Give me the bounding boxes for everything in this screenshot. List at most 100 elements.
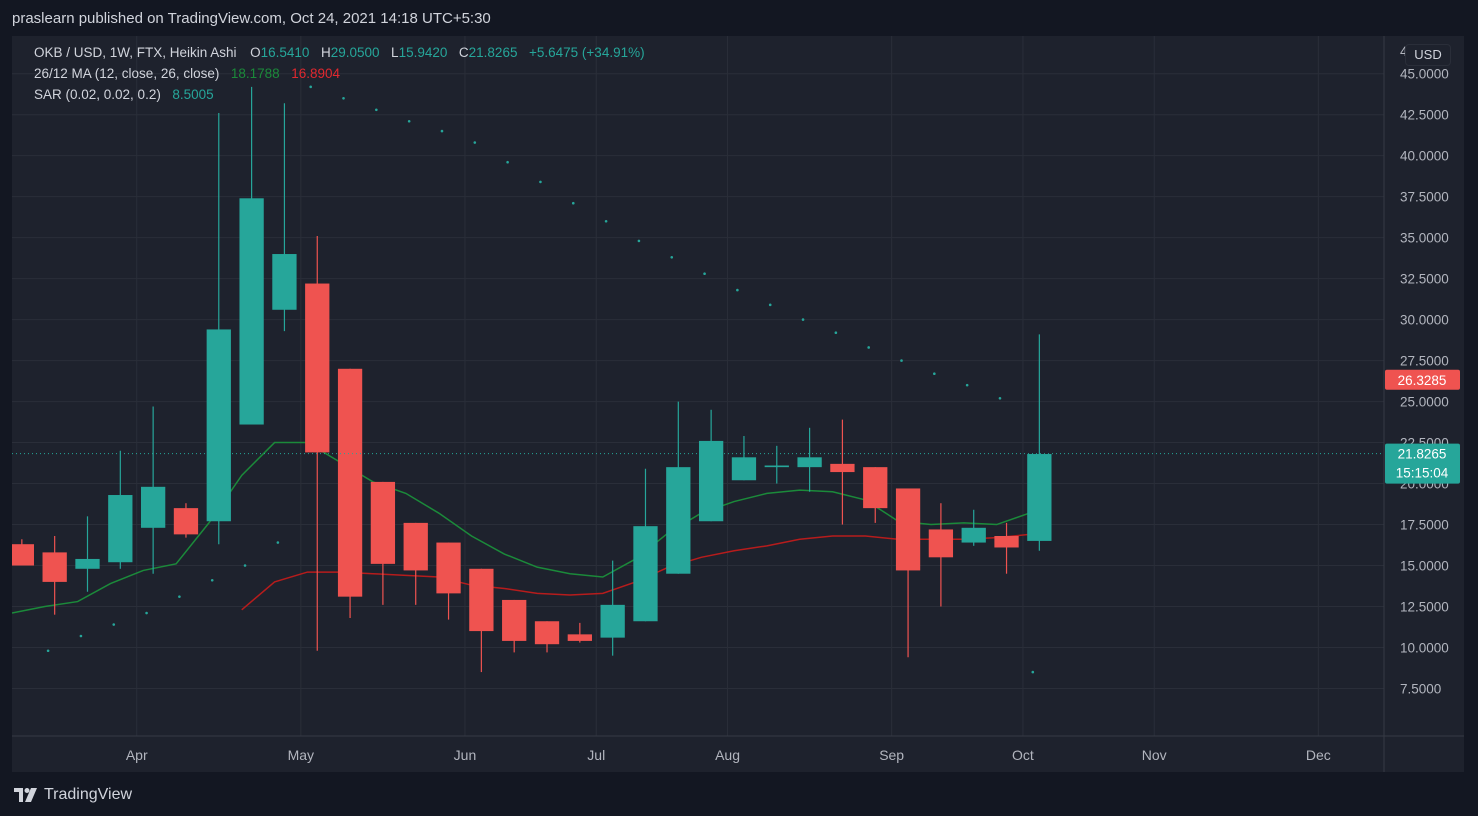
candle-body xyxy=(1027,454,1052,541)
sar-dot xyxy=(637,239,641,243)
sar-dot xyxy=(375,108,378,112)
y-tick-label-partial: 4 xyxy=(1400,44,1408,59)
legend-open-value: 16.5410 xyxy=(260,45,310,60)
x-tick-label: Jul xyxy=(587,747,605,763)
y-tick-label: 40.0000 xyxy=(1400,149,1449,164)
legend-open-label: O xyxy=(250,45,261,60)
legend-ma-row: 26/12 MA (12, close, 26, close) 18.1788 … xyxy=(34,66,340,81)
candle-body xyxy=(797,457,822,468)
sar-dot xyxy=(243,564,247,567)
sar-dot xyxy=(604,219,608,223)
sar-dot xyxy=(736,288,739,292)
publisher-text: praslearn published on TradingView.com, … xyxy=(12,10,491,27)
y-tick-label: 27.5000 xyxy=(1400,354,1449,369)
sar-dot xyxy=(571,201,575,205)
sar-price-tag xyxy=(1385,369,1460,390)
sar-dot xyxy=(276,541,280,544)
candle-body xyxy=(403,522,428,571)
current-price-tag-label: 21.8265 xyxy=(1398,447,1447,462)
x-tick-label: Apr xyxy=(126,747,148,763)
candle-body xyxy=(994,536,1019,548)
y-tick-label: 32.5000 xyxy=(1400,272,1449,287)
candle-body xyxy=(206,329,231,522)
candle-body xyxy=(731,457,757,481)
candle-body xyxy=(173,508,199,535)
sar-dot xyxy=(506,160,509,164)
candle-body xyxy=(337,368,363,597)
sar-dot xyxy=(703,272,706,276)
candle-body xyxy=(140,486,166,528)
candle-body xyxy=(666,467,691,574)
tradingview-logo[interactable]: TradingView xyxy=(14,786,132,804)
bottom-bar: TradingView xyxy=(0,772,1478,816)
price-chart[interactable]: 7.500010.000012.500015.000017.500020.000… xyxy=(12,36,1464,772)
candle-body xyxy=(764,465,789,468)
legend-sar-value: 8.5005 xyxy=(172,87,214,102)
sar-dot xyxy=(670,256,674,259)
candle-body xyxy=(469,568,494,632)
legend-close-value: 21.8265 xyxy=(468,45,518,60)
top-bar: praslearn published on TradingView.com, … xyxy=(0,0,1478,36)
sar-dot xyxy=(309,85,312,89)
candle-body xyxy=(42,552,67,582)
candle-body xyxy=(961,527,986,543)
x-tick-label: May xyxy=(288,747,314,763)
candle-body xyxy=(600,604,625,638)
sar-dot xyxy=(112,623,116,626)
candle-body xyxy=(928,529,954,558)
legend-ma-label[interactable]: 26/12 MA (12, close, 26, close) xyxy=(34,66,220,81)
sar-dot xyxy=(834,331,838,335)
legend-sar-row: SAR (0.02, 0.02, 0.2) 8.5005 xyxy=(34,87,214,102)
legend-ma-slow-value: 16.8904 xyxy=(291,66,341,81)
sar-dot xyxy=(998,396,1002,400)
candle-body xyxy=(272,254,297,310)
legend-symbol-row: OKB / USD, 1W, FTX, Heikin Ashi O16.5410… xyxy=(34,45,645,60)
candle-body xyxy=(895,488,921,571)
legend-symbol[interactable]: OKB / USD, 1W, FTX, Heikin Ashi xyxy=(34,45,237,60)
candle-body xyxy=(436,542,461,594)
sar-price-tag-label: 26.3285 xyxy=(1398,373,1447,388)
sar-dot xyxy=(933,372,936,376)
tradingview-logo-icon xyxy=(14,788,37,802)
sar-dot xyxy=(965,383,969,387)
legend-change: +5.6475 (+34.91%) xyxy=(529,45,645,60)
y-tick-label: 25.0000 xyxy=(1400,395,1449,410)
chart-area[interactable]: 7.5000 10.0000 12.5000 15.0000 17.5000 20.000… xyxy=(12,36,1464,772)
sar-dot xyxy=(768,303,772,307)
x-tick-label: Sep xyxy=(879,747,904,763)
x-tick-label: Nov xyxy=(1142,747,1167,763)
y-tick-label: 35.0000 xyxy=(1400,231,1449,246)
sar-dot xyxy=(79,634,83,638)
y-tick-label: 12.5000 xyxy=(1400,599,1449,614)
y-tick-label: 42.5000 xyxy=(1400,108,1449,123)
legend-sar-label[interactable]: SAR (0.02, 0.02, 0.2) xyxy=(34,87,161,102)
sar-dot xyxy=(440,129,444,133)
x-tick-label: Jun xyxy=(454,747,477,763)
tradingview-brand: TradingView xyxy=(44,786,133,803)
x-tick-label: Aug xyxy=(715,747,740,763)
candle-body xyxy=(502,599,527,641)
candle-body xyxy=(567,634,592,641)
y-tick-label: 15.0000 xyxy=(1400,559,1449,574)
sar-dot xyxy=(473,141,477,144)
x-tick-label: Oct xyxy=(1012,747,1034,763)
ma-fast-line xyxy=(12,441,1030,614)
candle-body xyxy=(75,558,100,569)
sar-dot xyxy=(407,119,411,123)
sar-dot xyxy=(210,578,214,582)
x-tick-label: Dec xyxy=(1306,747,1331,763)
sar-dot xyxy=(867,346,870,349)
current-price-tag xyxy=(1385,443,1460,484)
currency-button[interactable]: USD xyxy=(1405,44,1451,66)
y-tick-label: 7.5000 xyxy=(1400,681,1441,696)
candle-body xyxy=(633,526,658,622)
candle-body xyxy=(239,198,264,425)
candle-body xyxy=(698,440,724,522)
legend-low-label: L xyxy=(391,45,399,60)
candle-body xyxy=(370,481,396,564)
y-tick-label: 17.5000 xyxy=(1400,518,1449,533)
sar-dot xyxy=(178,595,181,598)
sar-dot xyxy=(1031,670,1035,674)
legend-close-label: C xyxy=(458,45,469,60)
candle-body xyxy=(305,283,330,453)
